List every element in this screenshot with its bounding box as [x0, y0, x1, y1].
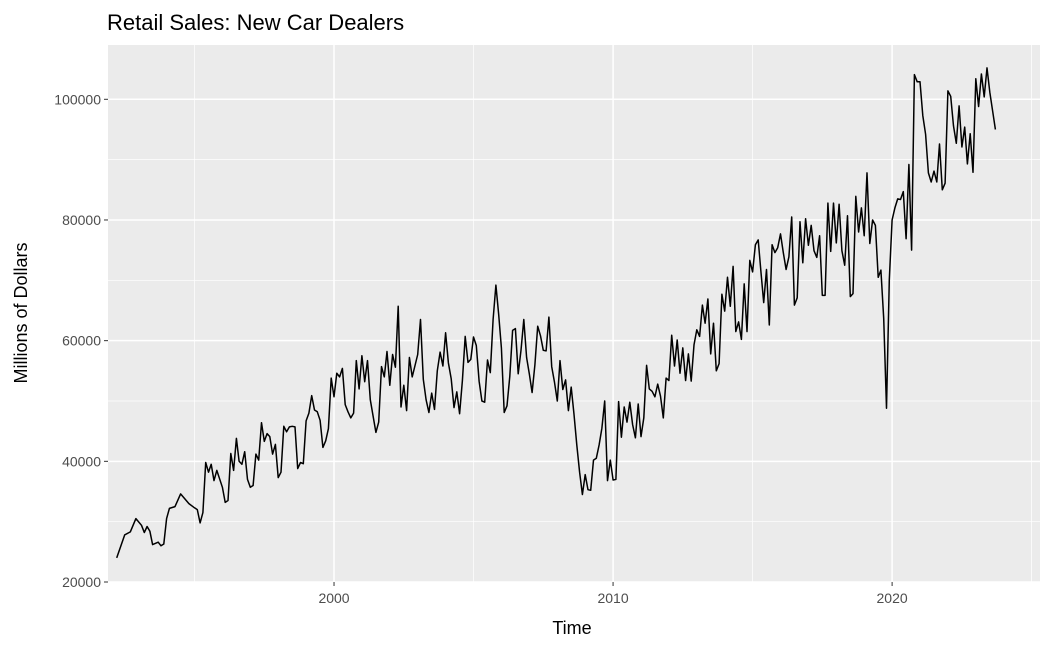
- x-axis-title: Time: [552, 618, 591, 638]
- chart-title: Retail Sales: New Car Dealers: [107, 10, 404, 35]
- y-axis: 20000 40000 60000 80000 100000: [54, 91, 108, 590]
- x-tick-label: 2020: [877, 590, 908, 606]
- x-axis: 2000 2010 2020: [318, 582, 908, 606]
- plot-panel: [108, 45, 1040, 583]
- y-axis-title: Millions of Dollars: [11, 242, 31, 383]
- series-line: [115, 67, 997, 559]
- x-tick-label: 2010: [597, 590, 628, 606]
- minor-gridlines: [108, 45, 1040, 582]
- y-tick-label: 20000: [62, 574, 101, 590]
- y-tick-label: 100000: [54, 91, 101, 107]
- y-tick-label: 60000: [62, 333, 101, 349]
- x-tick-label: 2000: [318, 590, 349, 606]
- y-tick-label: 40000: [62, 453, 101, 469]
- y-tick-label: 80000: [62, 212, 101, 228]
- panel-background: [108, 45, 1040, 582]
